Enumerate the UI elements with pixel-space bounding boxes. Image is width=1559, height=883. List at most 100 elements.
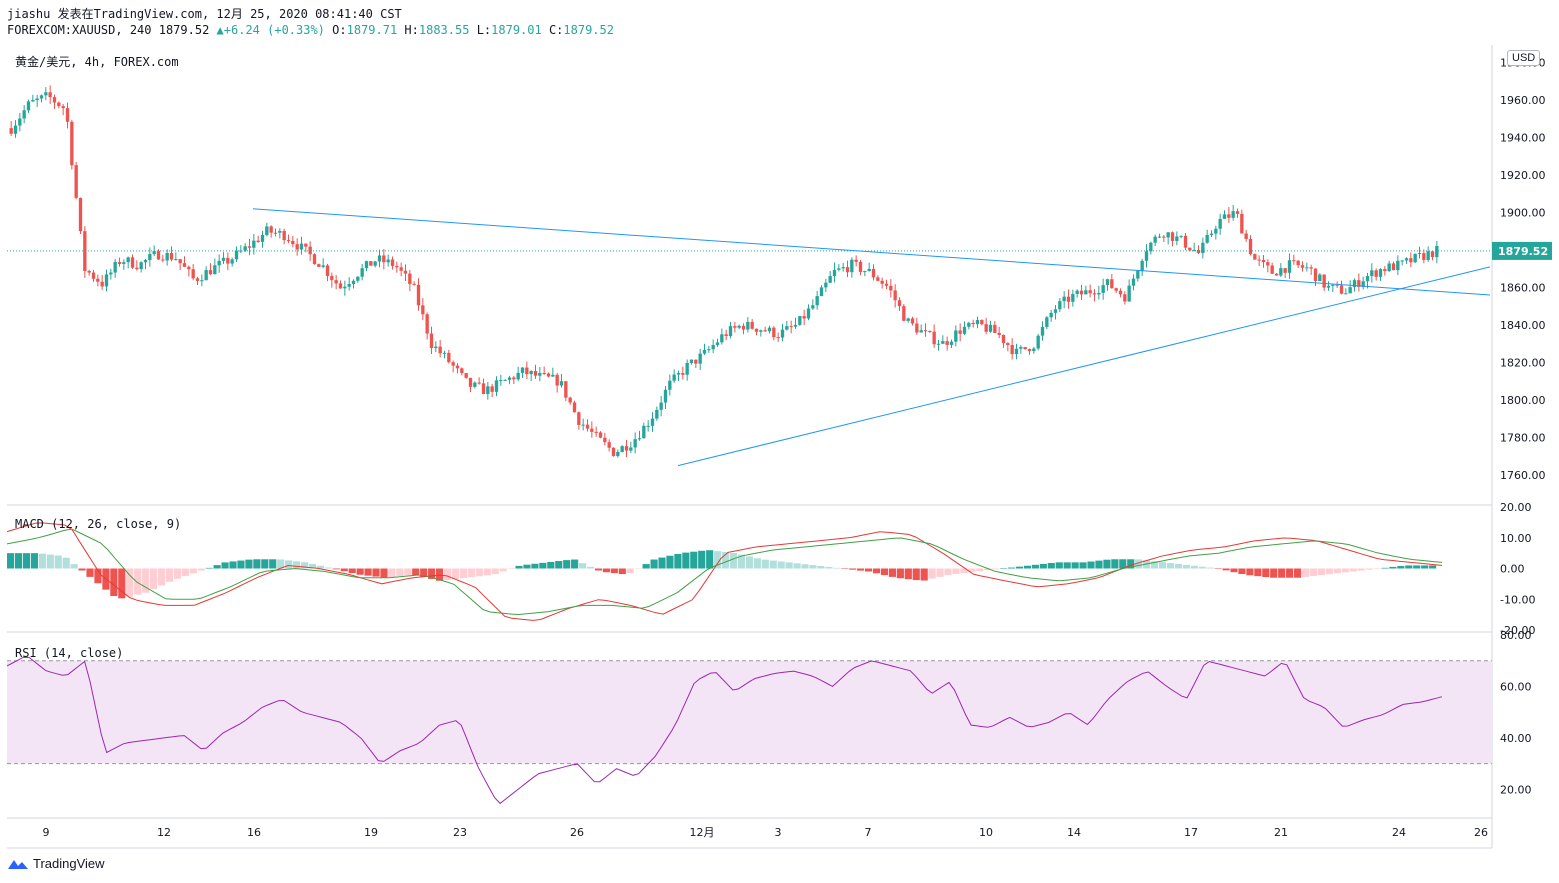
macd-histogram-bar (1015, 566, 1024, 569)
candle-body (61, 106, 65, 109)
candle-body (1014, 348, 1019, 355)
candle-body (1266, 262, 1270, 266)
candle-body (845, 267, 850, 273)
macd-histogram-bar (825, 566, 833, 569)
macd-histogram-bar (594, 568, 603, 571)
macd-histogram-bar (880, 568, 889, 576)
macd-histogram-bar (682, 552, 690, 569)
candle-body (360, 268, 364, 277)
candle-body (213, 265, 217, 275)
candle-body (572, 402, 577, 413)
time-tick-label[interactable]: 17 (1184, 826, 1198, 839)
time-tick-label[interactable]: 12 (157, 826, 171, 839)
time-tick-label[interactable]: 24 (1392, 826, 1406, 839)
macd-histogram-bar (904, 568, 912, 580)
candle-body (1378, 269, 1383, 277)
candle-body (299, 243, 304, 250)
pane-borders (7, 45, 1493, 849)
candle-body (529, 370, 533, 375)
time-tick-label[interactable]: 7 (865, 826, 872, 839)
time-tick-label[interactable]: 19 (364, 826, 378, 839)
candle-body (598, 432, 603, 438)
macd-histogram-bar (189, 568, 197, 574)
macd-histogram-bar (515, 565, 523, 569)
candle-body (919, 330, 923, 333)
candle-body (1149, 242, 1153, 252)
rsi-pane[interactable] (6, 656, 1492, 805)
candle-body (421, 305, 425, 315)
candle-body (789, 326, 793, 328)
time-tick-label[interactable]: 3 (775, 826, 782, 839)
macd-histogram-bar (229, 561, 237, 569)
currency-badge[interactable]: USD (1507, 50, 1541, 66)
time-tick-label[interactable]: 26 (570, 826, 584, 839)
candle-body (460, 368, 464, 374)
candle-body (624, 446, 629, 451)
macd-histogram-bar (118, 568, 126, 599)
trendline[interactable] (252, 208, 1491, 296)
macd-histogram-bar (332, 568, 340, 570)
candle-body (1019, 347, 1023, 349)
macd-histogram-bar (666, 555, 674, 569)
macd-histogram-bar (443, 568, 452, 580)
macd-tick-label: 20.00 (1500, 501, 1532, 514)
candle-body (663, 389, 668, 403)
candle-body (637, 438, 642, 440)
candle-body (477, 382, 481, 384)
candle-body (1305, 267, 1309, 269)
macd-histogram-bar (690, 551, 698, 569)
candle-body (806, 308, 811, 319)
candle-body (798, 316, 802, 325)
time-tick-label[interactable]: 14 (1067, 826, 1081, 839)
macd-histogram-bar (197, 568, 205, 571)
time-tick-label[interactable]: 12月 (690, 826, 715, 839)
macd-histogram-bar (507, 568, 515, 569)
candle-body (1422, 253, 1426, 260)
candle-body (936, 343, 941, 345)
macd-histogram-bar (722, 552, 730, 569)
macd-histogram-bar (428, 568, 436, 579)
candle-body (1400, 260, 1404, 262)
candle-body (351, 280, 356, 285)
time-tick-label[interactable]: 23 (453, 826, 467, 839)
time-tick-label[interactable]: 9 (43, 826, 50, 839)
macd-histogram-bar (1111, 559, 1119, 569)
time-axis[interactable]: 9 12 16 19 23 26 12月 3 7 10 14 17 21 24 26 (43, 826, 1489, 839)
time-tick-label[interactable]: 21 (1274, 826, 1288, 839)
macd-pane[interactable] (6, 522, 1443, 621)
macd-histogram-bar (571, 559, 579, 569)
candle-body (884, 283, 889, 286)
macd-histogram-bar (78, 568, 86, 571)
candle-body (468, 377, 473, 387)
candle-body (1084, 290, 1088, 295)
candle-body (811, 305, 815, 309)
candle-body (22, 110, 26, 119)
tradingview-brand[interactable]: TradingView (7, 856, 105, 871)
macd-histogram-bar (539, 562, 547, 569)
candle-body (442, 352, 447, 354)
macd-histogram-bar (70, 564, 78, 569)
candle-body (481, 383, 486, 395)
time-tick-label[interactable]: 10 (979, 826, 993, 839)
macd-histogram-bar (388, 568, 396, 578)
macd-signal-line (6, 528, 1443, 616)
candle-body (1300, 265, 1305, 268)
macd-histogram-bar (404, 568, 412, 576)
candle-body (100, 281, 104, 287)
trendline[interactable] (677, 266, 1491, 467)
time-tick-label[interactable]: 26 (1474, 826, 1488, 839)
main-pane[interactable]: 1879.52 (7, 85, 1552, 467)
time-tick-label[interactable]: 16 (247, 826, 261, 839)
macd-histogram-bar (491, 568, 499, 575)
candle-body (117, 261, 122, 264)
candle-body (70, 121, 74, 166)
macd-histogram-bar (46, 554, 54, 569)
candle-body (44, 92, 48, 96)
candle-body (1335, 284, 1339, 286)
macd-histogram-bar (1158, 562, 1167, 569)
macd-histogram-bar (1309, 568, 1318, 577)
candle-body (204, 270, 208, 281)
candle-body (555, 374, 559, 386)
candle-body (819, 287, 824, 297)
candle-body (980, 320, 984, 325)
